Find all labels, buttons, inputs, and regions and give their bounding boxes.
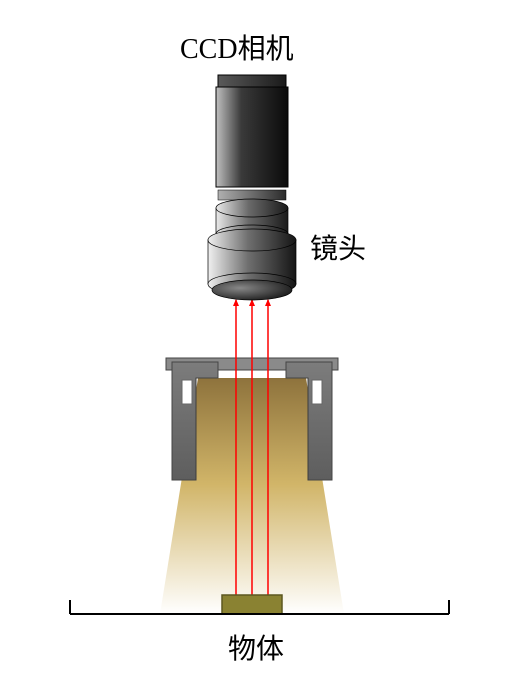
lens-label: 镜头 — [310, 227, 366, 267]
diagram-canvas — [0, 0, 519, 675]
lens-assembly — [208, 199, 296, 300]
object-label: 物体 — [228, 627, 284, 667]
ccd-camera — [216, 75, 288, 200]
object-block — [222, 595, 282, 614]
camera-label: CCD相机 — [180, 27, 294, 67]
